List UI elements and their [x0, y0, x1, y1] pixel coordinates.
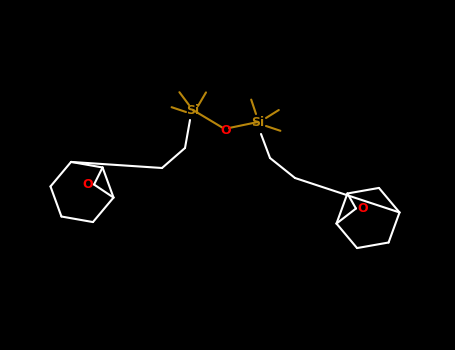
Text: O: O [221, 124, 231, 136]
Text: O: O [83, 178, 93, 191]
Text: Si: Si [252, 116, 264, 128]
Text: O: O [358, 202, 368, 215]
Text: Si: Si [187, 104, 200, 117]
